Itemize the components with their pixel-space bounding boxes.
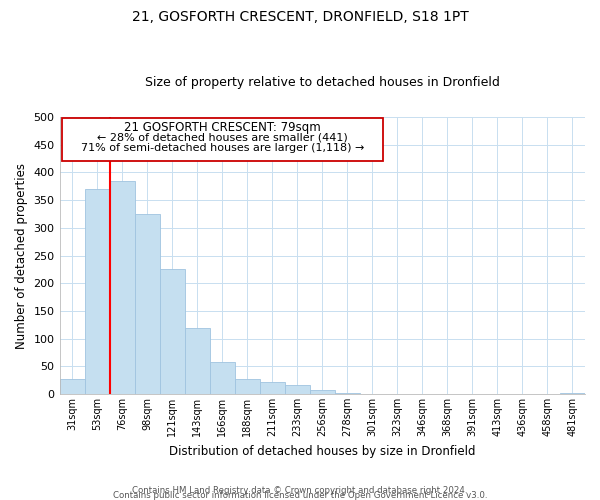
Bar [310, 390, 335, 394]
Bar [560, 393, 585, 394]
X-axis label: Distribution of detached houses by size in Dronfield: Distribution of detached houses by size … [169, 444, 476, 458]
Text: Contains HM Land Registry data © Crown copyright and database right 2024.: Contains HM Land Registry data © Crown c… [132, 486, 468, 495]
Title: Size of property relative to detached houses in Dronfield: Size of property relative to detached ho… [145, 76, 500, 90]
Text: 21, GOSFORTH CRESCENT, DRONFIELD, S18 1PT: 21, GOSFORTH CRESCENT, DRONFIELD, S18 1P… [131, 10, 469, 24]
Bar [134, 214, 160, 394]
Bar [260, 382, 285, 394]
Bar [59, 378, 85, 394]
Bar [285, 384, 310, 394]
Text: ← 28% of detached houses are smaller (441): ← 28% of detached houses are smaller (44… [97, 132, 348, 142]
FancyBboxPatch shape [62, 118, 383, 162]
Text: 21 GOSFORTH CRESCENT: 79sqm: 21 GOSFORTH CRESCENT: 79sqm [124, 121, 321, 134]
Bar [160, 270, 185, 394]
Bar [185, 328, 209, 394]
Bar [235, 379, 260, 394]
Y-axis label: Number of detached properties: Number of detached properties [15, 162, 28, 348]
Bar [85, 189, 110, 394]
Bar [110, 181, 134, 394]
Text: 71% of semi-detached houses are larger (1,118) →: 71% of semi-detached houses are larger (… [81, 144, 364, 154]
Text: Contains public sector information licensed under the Open Government Licence v3: Contains public sector information licen… [113, 491, 487, 500]
Bar [209, 362, 235, 394]
